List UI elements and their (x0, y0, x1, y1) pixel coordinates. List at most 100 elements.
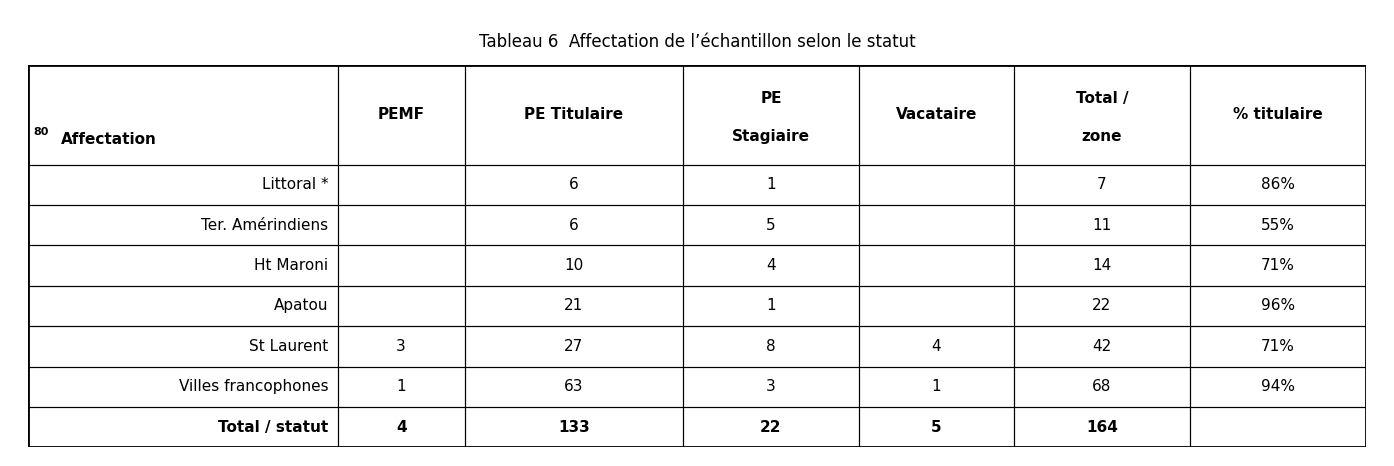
Text: % titulaire: % titulaire (1234, 108, 1323, 123)
Text: 63: 63 (565, 379, 584, 394)
Bar (1190, 246, 1366, 286)
Bar (859, 164, 1013, 205)
Bar (464, 65, 683, 164)
Bar (28, 286, 337, 326)
Bar (859, 286, 1013, 326)
Bar (337, 407, 464, 447)
Bar (683, 367, 859, 407)
Text: 4: 4 (767, 258, 776, 273)
Bar (859, 326, 1013, 367)
Text: 164: 164 (1086, 420, 1118, 435)
Bar (28, 164, 337, 205)
Text: Affectation: Affectation (61, 132, 158, 147)
Bar (683, 407, 859, 447)
Text: Littoral *: Littoral * (262, 177, 329, 192)
Bar (1013, 326, 1190, 367)
Bar (337, 164, 464, 205)
Bar (28, 246, 337, 286)
Bar (859, 407, 1013, 447)
Bar (683, 205, 859, 246)
Bar (28, 407, 337, 447)
Bar (1190, 367, 1366, 407)
Text: Ter. Amérindiens: Ter. Amérindiens (201, 218, 329, 233)
Text: 94%: 94% (1262, 379, 1295, 394)
Text: Total / statut: Total / statut (219, 420, 329, 435)
Bar (1013, 407, 1190, 447)
Bar (1190, 286, 1366, 326)
Text: Total /: Total / (1076, 90, 1128, 105)
Text: 1: 1 (767, 299, 776, 314)
Bar (859, 246, 1013, 286)
Text: 71%: 71% (1262, 258, 1295, 273)
Bar (1190, 407, 1366, 447)
Bar (464, 205, 683, 246)
Bar (683, 65, 859, 164)
Bar (464, 407, 683, 447)
Bar (464, 246, 683, 286)
Bar (683, 286, 859, 326)
Bar (1190, 65, 1366, 164)
Text: 7: 7 (1097, 177, 1107, 192)
Text: 96%: 96% (1262, 299, 1295, 314)
Bar (337, 367, 464, 407)
Bar (1013, 286, 1190, 326)
Bar (28, 367, 337, 407)
Text: 5: 5 (931, 420, 942, 435)
Text: 27: 27 (565, 339, 583, 354)
Text: Villes francophones: Villes francophones (178, 379, 329, 394)
Text: 42: 42 (1093, 339, 1111, 354)
Bar (28, 65, 337, 164)
Bar (28, 326, 337, 367)
Text: Ht Maroni: Ht Maroni (254, 258, 329, 273)
Text: 14: 14 (1093, 258, 1111, 273)
Text: 6: 6 (569, 218, 579, 233)
Bar (1190, 205, 1366, 246)
Bar (1190, 164, 1366, 205)
Bar (683, 246, 859, 286)
Text: 1: 1 (396, 379, 406, 394)
Bar (337, 65, 464, 164)
Text: 80: 80 (33, 127, 49, 137)
Text: Apatou: Apatou (273, 299, 329, 314)
Bar (1013, 246, 1190, 286)
Text: Tableau 6  Affectation de l’échantillon selon le statut: Tableau 6 Affectation de l’échantillon s… (478, 33, 916, 51)
Text: St Laurent: St Laurent (250, 339, 329, 354)
Text: 71%: 71% (1262, 339, 1295, 354)
Bar (1190, 326, 1366, 367)
Text: 133: 133 (558, 420, 590, 435)
Bar (683, 326, 859, 367)
Text: 68: 68 (1093, 379, 1111, 394)
Bar (1013, 65, 1190, 164)
Bar (1013, 164, 1190, 205)
Bar (337, 205, 464, 246)
Bar (337, 246, 464, 286)
Bar (337, 286, 464, 326)
Text: 6: 6 (569, 177, 579, 192)
Text: 3: 3 (396, 339, 406, 354)
Text: 55%: 55% (1262, 218, 1295, 233)
Text: 10: 10 (565, 258, 583, 273)
Text: 86%: 86% (1262, 177, 1295, 192)
Text: 22: 22 (1093, 299, 1111, 314)
Text: Stagiaire: Stagiaire (732, 129, 810, 144)
Text: Vacataire: Vacataire (896, 108, 977, 123)
Bar (464, 286, 683, 326)
Text: 5: 5 (767, 218, 776, 233)
Text: PE: PE (760, 90, 782, 105)
Text: zone: zone (1082, 129, 1122, 144)
Text: PE Titulaire: PE Titulaire (524, 108, 623, 123)
Bar (464, 164, 683, 205)
Text: 4: 4 (396, 420, 407, 435)
Text: 1: 1 (931, 379, 941, 394)
Text: 8: 8 (767, 339, 776, 354)
Bar (683, 164, 859, 205)
Text: 1: 1 (767, 177, 776, 192)
Text: 11: 11 (1093, 218, 1111, 233)
Bar (859, 205, 1013, 246)
Text: 22: 22 (760, 420, 782, 435)
Bar (28, 205, 337, 246)
Bar (464, 367, 683, 407)
Text: 21: 21 (565, 299, 583, 314)
Bar (1013, 205, 1190, 246)
Text: 3: 3 (767, 379, 776, 394)
